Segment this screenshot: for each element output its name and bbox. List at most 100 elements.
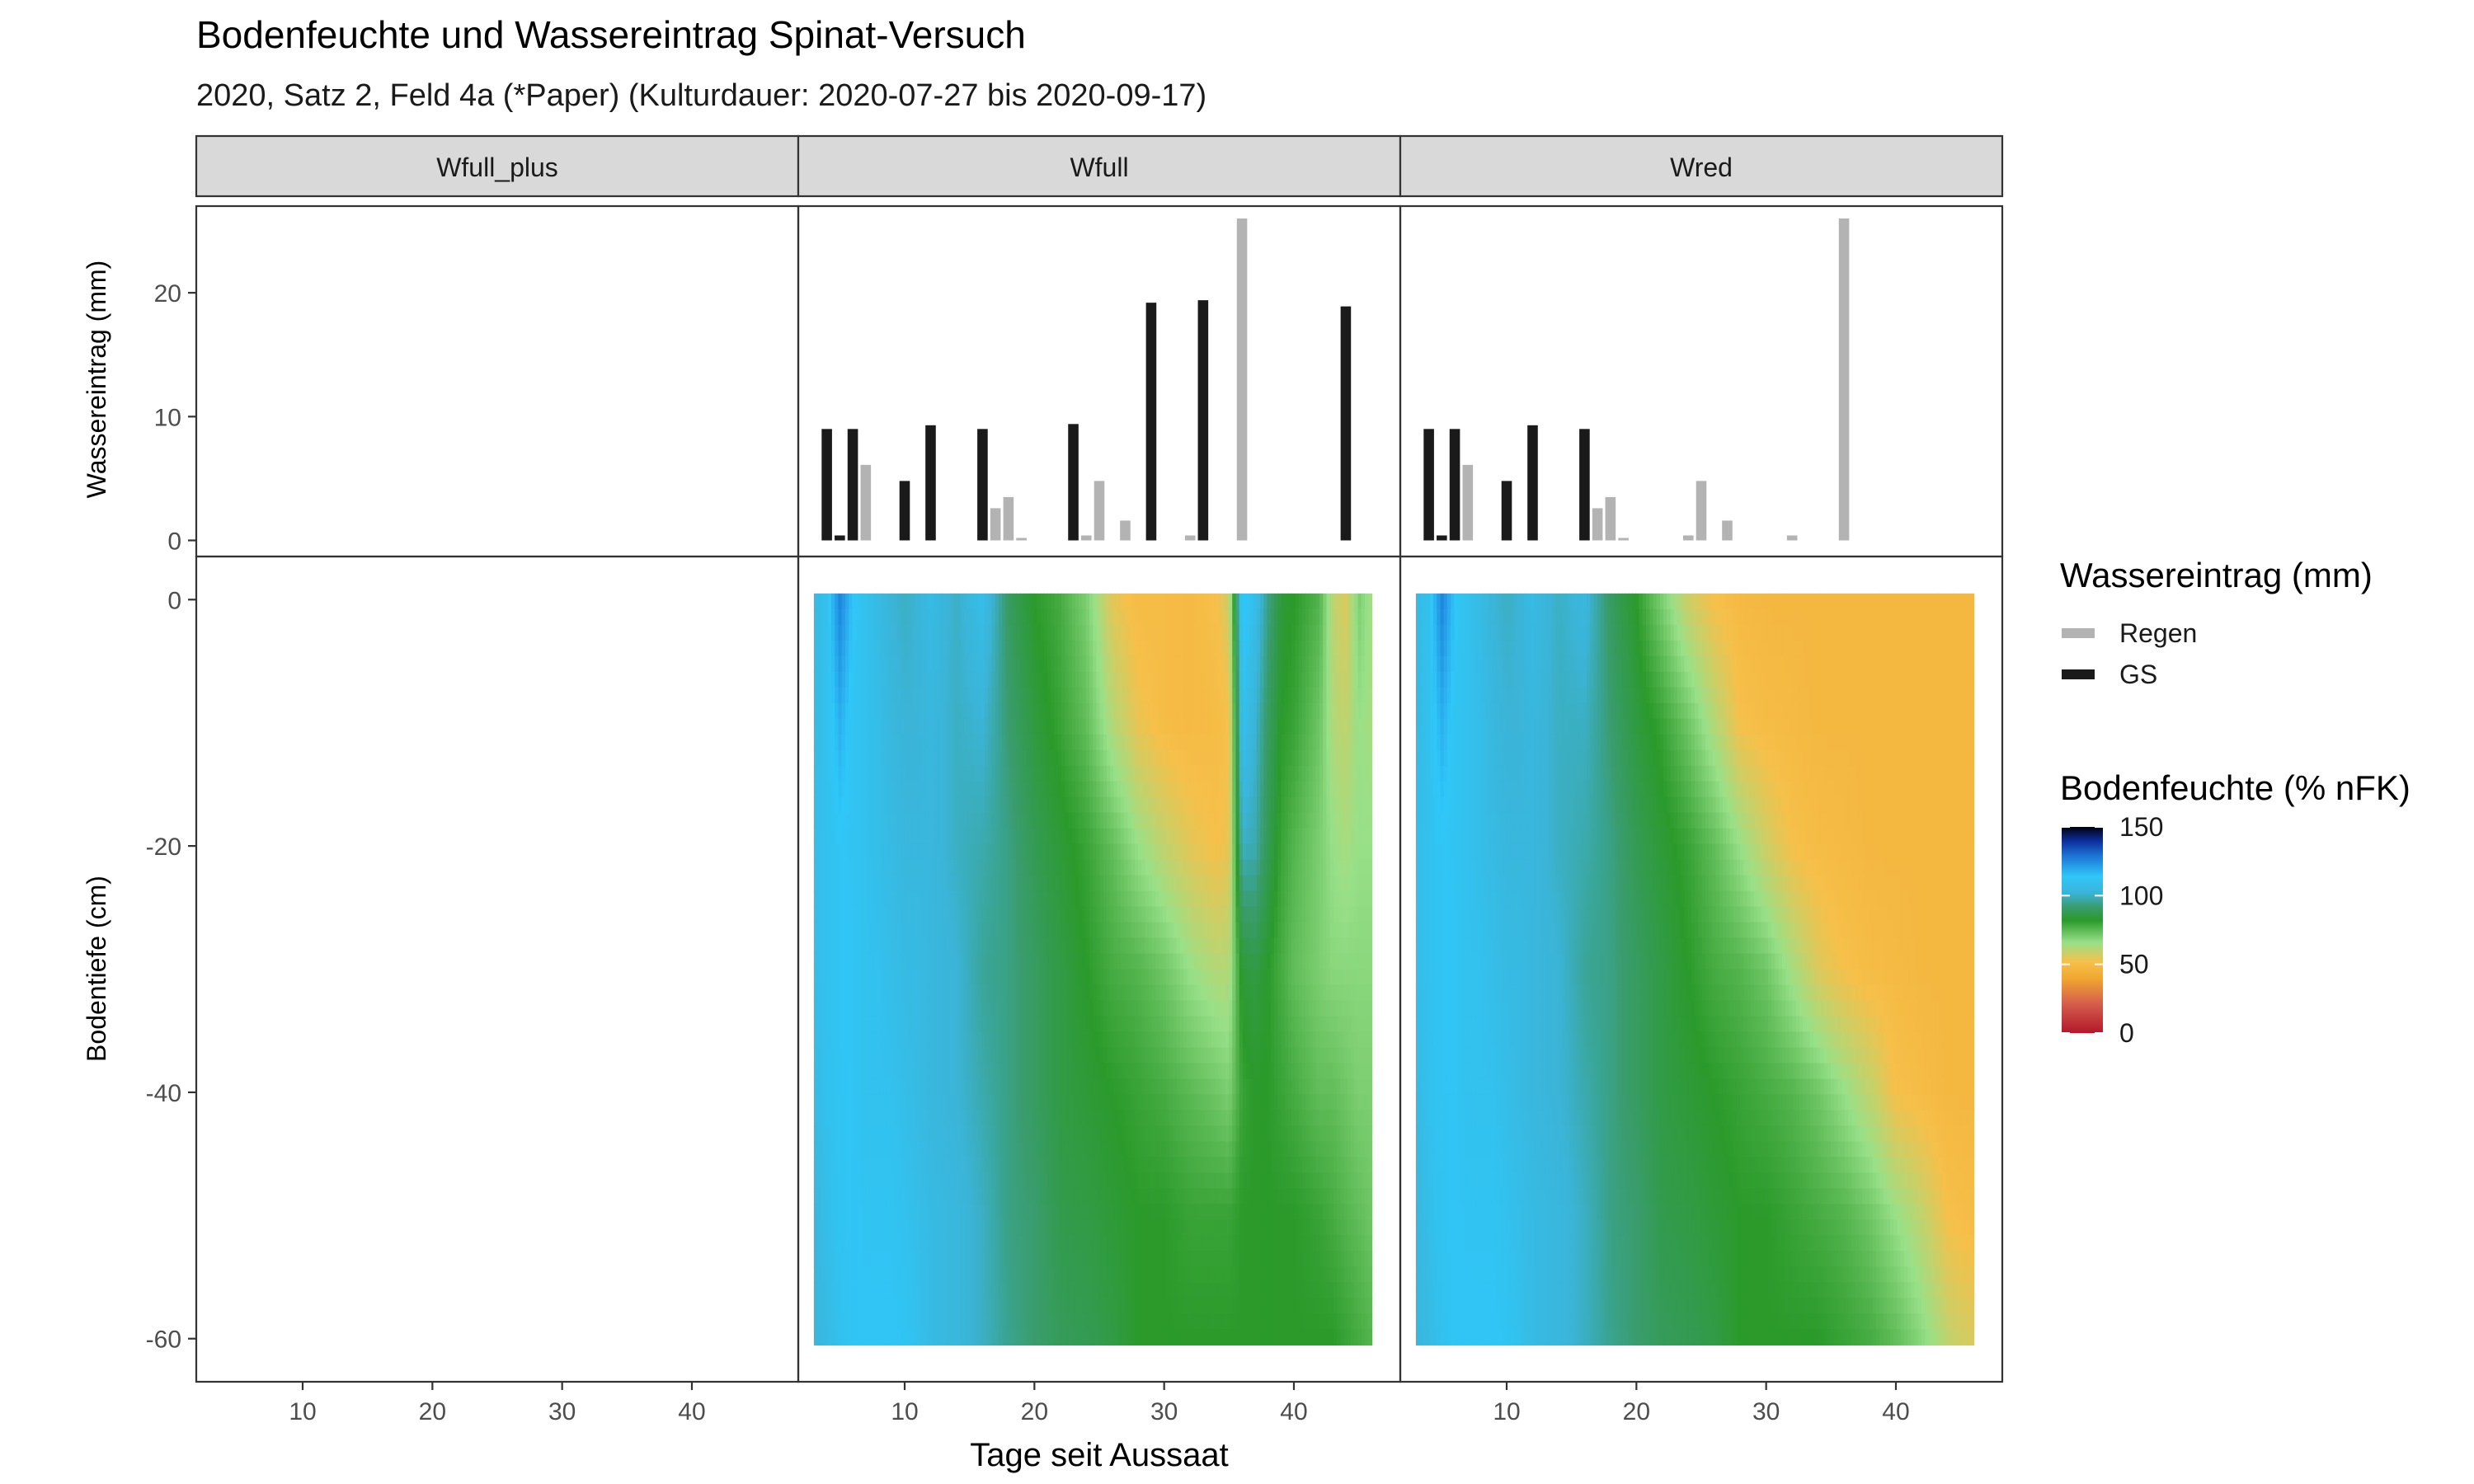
heatmap-cell	[953, 749, 958, 767]
heatmap-cell	[1152, 937, 1157, 955]
heatmap-cell	[887, 1157, 891, 1174]
heatmap-cell	[985, 922, 990, 939]
heatmap-cell	[1033, 1110, 1038, 1127]
heatmap-cell	[911, 1298, 916, 1315]
heatmap-cell	[929, 1141, 934, 1158]
heatmap-cell	[988, 937, 993, 955]
heatmap-cell	[1043, 1047, 1048, 1064]
heatmap-cell	[1057, 937, 1062, 955]
heatmap-cell	[1110, 749, 1115, 767]
heatmap-cell	[1071, 890, 1076, 908]
heatmap-cell	[925, 1204, 930, 1221]
heatmap-cell	[998, 953, 1003, 970]
heatmap-cell	[1043, 1016, 1048, 1033]
heatmap-cell	[866, 1125, 871, 1143]
heatmap-cell	[1152, 781, 1157, 798]
heatmap-cell	[981, 875, 985, 892]
heatmap-cell	[901, 843, 905, 861]
heatmap-cell	[817, 843, 822, 861]
heatmap-cell	[1012, 1063, 1017, 1080]
heatmap-cell	[824, 922, 829, 939]
heatmap-cell	[1134, 671, 1139, 688]
heatmap-cell	[872, 1094, 877, 1111]
heatmap-cell	[1145, 953, 1150, 970]
heatmap-cell	[824, 1047, 829, 1064]
heatmap-cell	[1068, 890, 1073, 908]
heatmap-cell	[988, 875, 993, 892]
heatmap-cell	[1148, 1157, 1153, 1174]
heatmap-cell	[1145, 1157, 1150, 1174]
heatmap-cell	[1023, 655, 1028, 673]
heatmap-cell	[901, 953, 905, 970]
heatmap-cell	[1009, 1031, 1014, 1049]
heatmap-cell	[915, 1063, 920, 1080]
heatmap-cell	[1117, 812, 1122, 829]
heatmap-cell	[1023, 593, 1028, 610]
heatmap-cell	[939, 1110, 944, 1127]
heatmap-cell	[890, 608, 895, 626]
heatmap-cell	[929, 1235, 934, 1252]
heatmap-cell	[1085, 875, 1090, 892]
heatmap-cell	[904, 624, 909, 641]
heatmap-cell	[1082, 1204, 1087, 1221]
heatmap-cell	[869, 906, 874, 923]
heatmap-cell	[1145, 875, 1150, 892]
heatmap-cell	[1117, 1188, 1122, 1205]
heatmap-cell	[1089, 859, 1094, 876]
heatmap-cell	[939, 734, 944, 751]
heatmap-cell	[943, 890, 948, 908]
heatmap-cell	[817, 1031, 822, 1049]
heatmap-cell	[1089, 1063, 1094, 1080]
heatmap-cell	[1047, 1141, 1052, 1158]
heatmap-cell	[1152, 1313, 1157, 1330]
heatmap-cell	[817, 671, 822, 688]
heatmap-cell	[1002, 1282, 1007, 1299]
heatmap-cell	[1089, 702, 1094, 720]
heatmap-cell	[1148, 671, 1153, 688]
heatmap-cell	[1033, 687, 1038, 704]
heatmap-cell	[1037, 1063, 1042, 1080]
heatmap-cell	[946, 781, 951, 798]
heatmap-cell	[1009, 1063, 1014, 1080]
heatmap-cell	[1071, 843, 1076, 861]
heatmap-cell	[1117, 765, 1122, 782]
heatmap-cell	[949, 781, 954, 798]
heatmap-cell	[1096, 608, 1101, 626]
heatmap-cell	[1093, 1251, 1098, 1268]
heatmap-cell	[1079, 1188, 1084, 1205]
heatmap-cell	[932, 937, 937, 955]
heatmap-cell	[1120, 1266, 1125, 1284]
heatmap-cell	[1030, 1235, 1035, 1252]
heatmap-cell	[1061, 1204, 1066, 1221]
heatmap-cell	[869, 640, 874, 657]
heatmap-cell	[1113, 1313, 1118, 1330]
heatmap-cell	[1124, 1078, 1129, 1096]
heatmap-cell	[929, 922, 934, 939]
heatmap-cell	[1141, 1251, 1146, 1268]
heatmap-cell	[1037, 624, 1042, 641]
heatmap-cell	[1054, 1063, 1059, 1080]
heatmap-cell	[1061, 875, 1066, 892]
heatmap-cell	[1117, 984, 1122, 1002]
heatmap-cell	[1159, 608, 1164, 626]
heatmap-cell	[981, 1204, 985, 1221]
heatmap-cell	[813, 890, 818, 908]
heatmap-cell	[939, 1141, 944, 1158]
heatmap-cell	[1165, 812, 1170, 829]
heatmap-cell	[995, 624, 999, 641]
heatmap-cell	[817, 1219, 822, 1237]
heatmap-cell	[1037, 781, 1042, 798]
heatmap-cell	[960, 969, 965, 986]
heatmap-cell	[1079, 655, 1084, 673]
heatmap-cell	[831, 1000, 836, 1017]
heatmap-cell	[957, 1219, 962, 1237]
heatmap-cell	[827, 702, 832, 720]
heatmap-cell	[1099, 1031, 1104, 1049]
heatmap-cell	[904, 1125, 909, 1143]
heatmap-cell	[1145, 1188, 1150, 1205]
heatmap-cell	[911, 734, 916, 751]
heatmap-cell	[1152, 984, 1157, 1002]
heatmap-cell	[974, 1016, 979, 1033]
heatmap-cell	[1065, 1298, 1070, 1315]
heatmap-cell	[967, 1157, 971, 1174]
